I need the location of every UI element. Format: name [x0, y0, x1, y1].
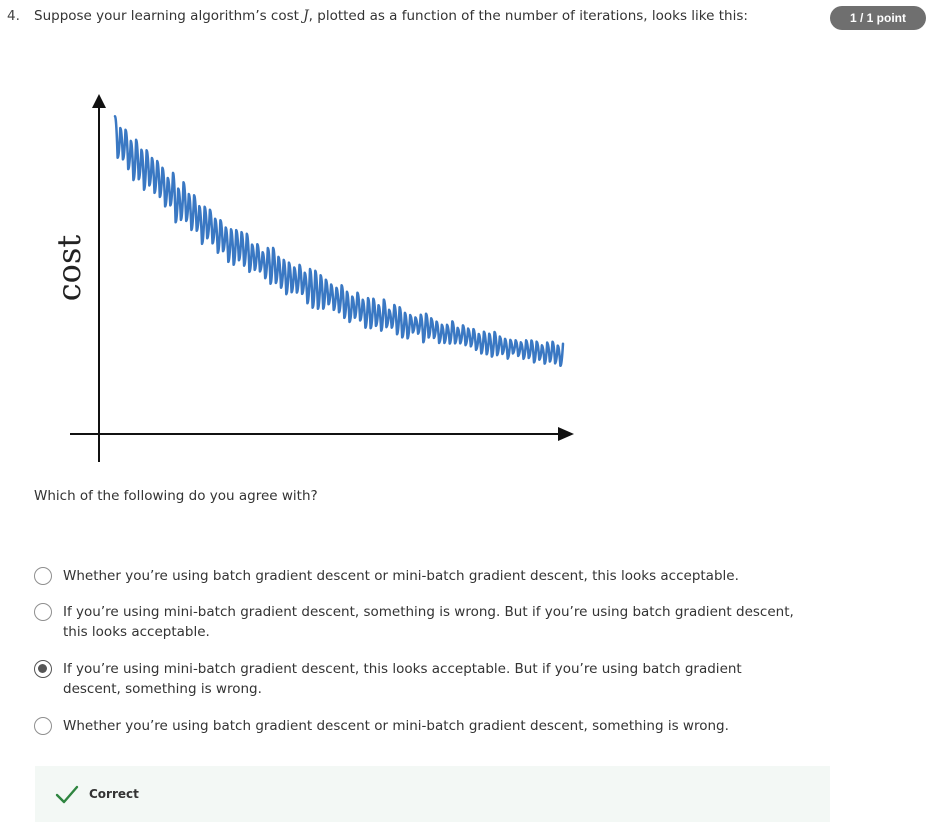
- option-2[interactable]: If you’re using mini-batch gradient desc…: [34, 602, 814, 642]
- question-text: Suppose your learning algorithm’s cost J…: [34, 8, 748, 24]
- cost-graph: cost: [50, 94, 574, 462]
- option-4[interactable]: Whether you’re using batch gradient desc…: [34, 716, 814, 736]
- points-badge: 1 / 1 point: [830, 6, 926, 30]
- question-text-before: Suppose your learning algorithm’s cost: [34, 8, 304, 24]
- option-1-radio[interactable]: [34, 567, 52, 585]
- option-4-radio[interactable]: [34, 717, 52, 735]
- option-2-radio[interactable]: [34, 603, 52, 621]
- sub-question: Which of the following do you agree with…: [34, 488, 318, 504]
- option-3-label[interactable]: If you’re using mini-batch gradient desc…: [63, 661, 742, 697]
- feedback-label: Correct: [89, 787, 139, 801]
- option-3-radio[interactable]: [34, 660, 52, 678]
- x-axis-arrow: [558, 427, 574, 441]
- question-math-j: J: [303, 8, 309, 24]
- option-3[interactable]: If you’re using mini-batch gradient desc…: [34, 659, 814, 699]
- option-2-label[interactable]: If you’re using mini-batch gradient desc…: [63, 604, 794, 640]
- option-4-label[interactable]: Whether you’re using batch gradient desc…: [63, 718, 729, 734]
- cost-curve: [113, 115, 565, 368]
- option-1[interactable]: Whether you’re using batch gradient desc…: [34, 566, 814, 586]
- question-number: 4.: [7, 8, 20, 24]
- option-1-label[interactable]: Whether you’re using batch gradient desc…: [63, 568, 739, 584]
- y-axis-label: cost: [50, 235, 88, 302]
- check-icon: [55, 785, 79, 804]
- y-axis-arrow: [92, 94, 106, 108]
- question-text-after: , plotted as a function of the number of…: [308, 8, 748, 24]
- feedback-panel: Correct: [35, 766, 830, 822]
